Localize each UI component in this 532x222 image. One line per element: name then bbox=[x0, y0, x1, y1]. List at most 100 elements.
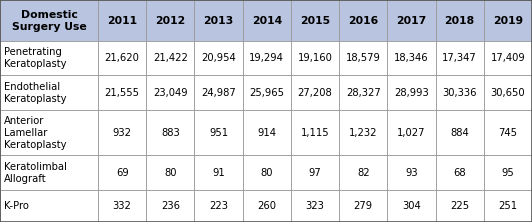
Bar bbox=[98, 75, 146, 110]
Text: 80: 80 bbox=[164, 168, 177, 178]
Text: 17,347: 17,347 bbox=[442, 53, 477, 63]
Bar bbox=[195, 41, 243, 75]
Bar bbox=[98, 155, 146, 190]
Bar bbox=[146, 190, 195, 222]
Bar bbox=[146, 0, 195, 41]
Text: 2013: 2013 bbox=[203, 16, 234, 26]
Text: 27,208: 27,208 bbox=[297, 88, 332, 98]
Bar bbox=[291, 0, 339, 41]
Text: 91: 91 bbox=[212, 168, 225, 178]
Bar bbox=[387, 41, 436, 75]
Bar bbox=[339, 190, 387, 222]
Text: 19,294: 19,294 bbox=[250, 53, 284, 63]
Text: 24,987: 24,987 bbox=[201, 88, 236, 98]
Text: 97: 97 bbox=[309, 168, 321, 178]
Bar bbox=[436, 75, 484, 110]
Text: 260: 260 bbox=[257, 201, 276, 211]
Text: 25,965: 25,965 bbox=[250, 88, 284, 98]
Text: 95: 95 bbox=[502, 168, 514, 178]
Text: 2017: 2017 bbox=[396, 16, 427, 26]
Bar bbox=[195, 75, 243, 110]
Bar bbox=[484, 110, 532, 155]
Bar bbox=[387, 190, 436, 222]
Bar bbox=[243, 75, 291, 110]
Bar bbox=[243, 0, 291, 41]
Bar bbox=[195, 155, 243, 190]
Bar bbox=[387, 110, 436, 155]
Bar bbox=[291, 155, 339, 190]
Text: 2014: 2014 bbox=[252, 16, 282, 26]
Text: 2012: 2012 bbox=[155, 16, 186, 26]
Bar bbox=[195, 110, 243, 155]
Text: 20,954: 20,954 bbox=[201, 53, 236, 63]
Text: 30,336: 30,336 bbox=[443, 88, 477, 98]
Bar bbox=[98, 0, 146, 41]
Text: 932: 932 bbox=[113, 128, 131, 138]
Bar bbox=[0, 155, 98, 190]
Bar bbox=[484, 41, 532, 75]
Text: 68: 68 bbox=[453, 168, 466, 178]
Text: 80: 80 bbox=[261, 168, 273, 178]
Bar bbox=[291, 190, 339, 222]
Text: 225: 225 bbox=[450, 201, 469, 211]
Bar bbox=[291, 41, 339, 75]
Bar bbox=[339, 110, 387, 155]
Bar bbox=[387, 155, 436, 190]
Bar bbox=[484, 0, 532, 41]
Text: 21,422: 21,422 bbox=[153, 53, 188, 63]
Text: 236: 236 bbox=[161, 201, 180, 211]
Text: 82: 82 bbox=[357, 168, 370, 178]
Text: 323: 323 bbox=[305, 201, 325, 211]
Text: 1,027: 1,027 bbox=[397, 128, 426, 138]
Bar bbox=[339, 155, 387, 190]
Text: 884: 884 bbox=[450, 128, 469, 138]
Bar bbox=[0, 190, 98, 222]
Bar bbox=[146, 155, 195, 190]
Text: 21,620: 21,620 bbox=[105, 53, 139, 63]
Bar bbox=[243, 110, 291, 155]
Text: 30,650: 30,650 bbox=[491, 88, 525, 98]
Bar bbox=[146, 41, 195, 75]
Text: 1,115: 1,115 bbox=[301, 128, 329, 138]
Bar bbox=[436, 190, 484, 222]
Text: Endothelial
Keratoplasty: Endothelial Keratoplasty bbox=[4, 82, 66, 104]
Text: Penetrating
Keratoplasty: Penetrating Keratoplasty bbox=[4, 47, 66, 69]
Bar bbox=[436, 41, 484, 75]
Bar bbox=[291, 75, 339, 110]
Text: 93: 93 bbox=[405, 168, 418, 178]
Bar bbox=[339, 75, 387, 110]
Bar bbox=[0, 0, 98, 41]
Text: 304: 304 bbox=[402, 201, 421, 211]
Text: 18,346: 18,346 bbox=[394, 53, 429, 63]
Text: 2015: 2015 bbox=[300, 16, 330, 26]
Text: 223: 223 bbox=[209, 201, 228, 211]
Bar bbox=[243, 190, 291, 222]
Bar bbox=[0, 75, 98, 110]
Text: 17,409: 17,409 bbox=[491, 53, 525, 63]
Text: 2016: 2016 bbox=[348, 16, 378, 26]
Text: 28,327: 28,327 bbox=[346, 88, 380, 98]
Bar bbox=[243, 155, 291, 190]
Text: 28,993: 28,993 bbox=[394, 88, 429, 98]
Text: 18,579: 18,579 bbox=[346, 53, 381, 63]
Bar bbox=[387, 75, 436, 110]
Text: 745: 745 bbox=[498, 128, 518, 138]
Text: 21,555: 21,555 bbox=[105, 88, 139, 98]
Bar bbox=[436, 155, 484, 190]
Bar bbox=[195, 0, 243, 41]
Bar bbox=[0, 41, 98, 75]
Text: 19,160: 19,160 bbox=[297, 53, 332, 63]
Bar bbox=[484, 155, 532, 190]
Bar bbox=[339, 0, 387, 41]
Bar bbox=[146, 75, 195, 110]
Bar bbox=[387, 0, 436, 41]
Bar bbox=[98, 190, 146, 222]
Text: Anterior
Lamellar
Keratoplasty: Anterior Lamellar Keratoplasty bbox=[4, 116, 66, 150]
Bar bbox=[484, 190, 532, 222]
Bar bbox=[436, 0, 484, 41]
Text: 883: 883 bbox=[161, 128, 180, 138]
Bar bbox=[98, 41, 146, 75]
Text: 23,049: 23,049 bbox=[153, 88, 188, 98]
Text: Domestic
Surgery Use: Domestic Surgery Use bbox=[12, 10, 86, 32]
Bar bbox=[243, 41, 291, 75]
